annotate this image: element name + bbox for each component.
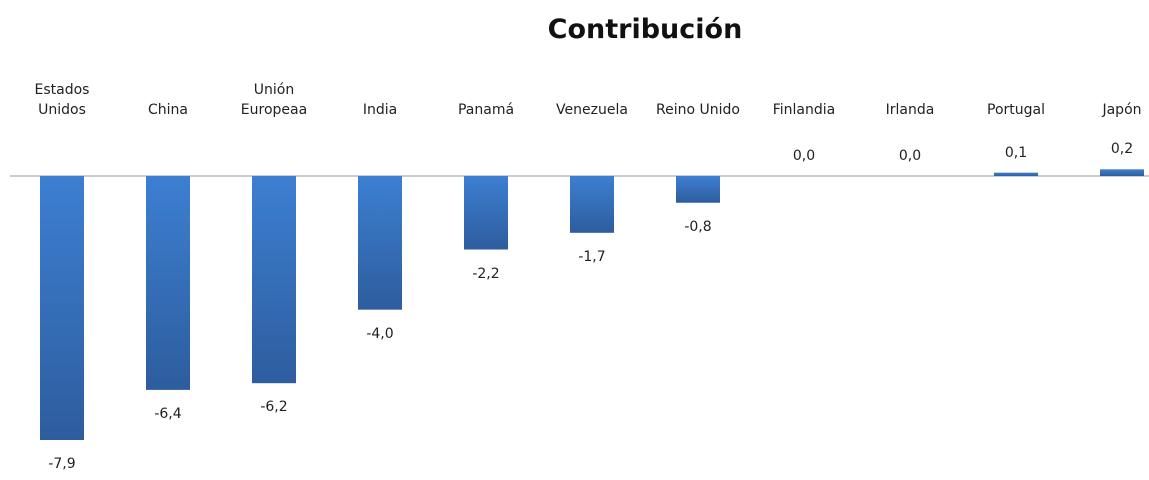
bar: [358, 176, 402, 310]
bar: [252, 176, 296, 384]
chart-title: Contribución: [547, 14, 743, 45]
bar: [40, 176, 84, 440]
data-label: 0,0: [898, 148, 922, 164]
x-tick-label: Panamá: [457, 102, 515, 118]
data-label: -0,8: [684, 218, 712, 235]
bar: [994, 172, 1038, 176]
x-tick-label: Reino Unido: [656, 102, 740, 118]
bar: [570, 176, 614, 233]
data-label: 0,1: [1004, 144, 1028, 161]
x-tick-label: Portugal: [987, 102, 1045, 118]
x-tick-label: Venezuela: [556, 102, 628, 118]
x-tick-label: Finlandia: [772, 102, 836, 118]
data-label: -7,9: [48, 456, 76, 472]
data-label: 0,2: [1110, 141, 1134, 158]
x-tick-label: China: [148, 102, 188, 118]
data-label: -4,0: [366, 325, 394, 342]
data-label: -6,2: [260, 399, 288, 416]
x-tick-label: Unión Europeaa: [240, 82, 308, 118]
x-tick-label: Irlanda: [885, 102, 935, 118]
data-label: 0,0: [792, 148, 816, 164]
x-tick-label: India: [362, 102, 398, 118]
bar: [146, 176, 190, 390]
bar: [464, 176, 508, 250]
bar: [1100, 169, 1144, 176]
x-tick-label: Japón: [1102, 102, 1142, 118]
data-label: -1,7: [578, 248, 606, 265]
bar: [676, 176, 720, 203]
x-tick-label: Estados Unidos: [34, 82, 90, 118]
data-label: -2,2: [472, 265, 500, 282]
data-label: -6,4: [154, 405, 182, 422]
